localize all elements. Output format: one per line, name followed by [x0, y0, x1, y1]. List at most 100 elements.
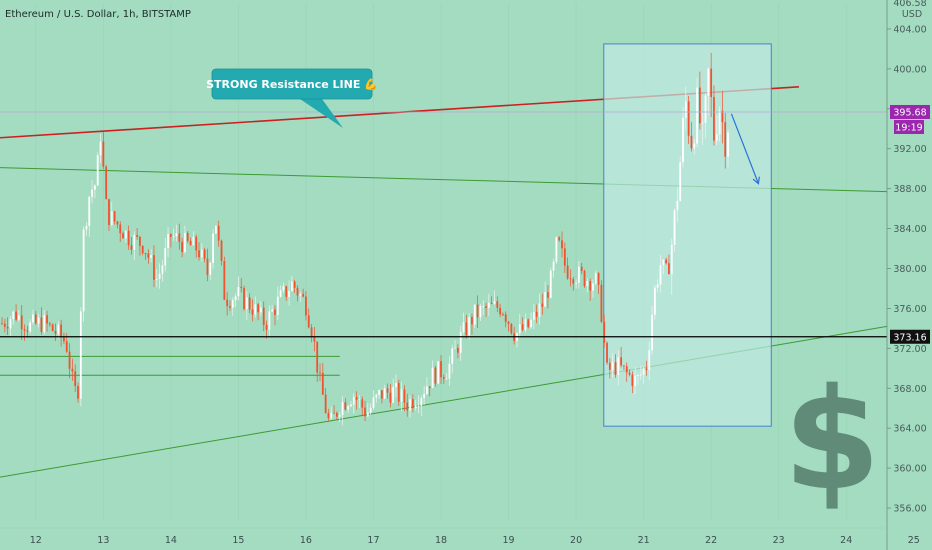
candles — [1, 52, 729, 426]
candle-body — [634, 375, 637, 387]
candle-body — [544, 292, 547, 307]
level-badge — [890, 329, 930, 344]
candle-body — [561, 240, 563, 249]
candle-body — [355, 396, 358, 400]
dollar-sign-icon: $ — [783, 359, 880, 522]
candle-body — [541, 303, 544, 307]
y-tick-label: 392.00 — [893, 144, 926, 155]
candle-body — [296, 287, 299, 296]
candle-body — [102, 141, 105, 167]
candle-body — [547, 292, 549, 298]
candle-body — [186, 232, 189, 241]
candle-body — [400, 389, 403, 402]
x-tick-label: 18 — [435, 535, 447, 546]
candle-body — [538, 303, 541, 317]
candle-body — [65, 341, 68, 352]
candle-body — [589, 281, 592, 291]
candle-body — [150, 255, 153, 258]
candle-body — [341, 402, 344, 415]
candle-body — [673, 210, 676, 245]
candle-body — [338, 414, 341, 417]
candle-body — [60, 324, 63, 338]
candle-body — [369, 407, 372, 413]
candle-body — [206, 258, 209, 275]
candle-body — [490, 302, 493, 304]
candle-body — [23, 329, 26, 331]
chart-title: Ethereum / U.S. Dollar, 1h, BITSTAMP — [5, 9, 191, 20]
candle-body — [330, 412, 333, 419]
candle-body — [372, 397, 375, 408]
candle-body — [392, 386, 395, 403]
candle-body — [710, 68, 713, 97]
candle-body — [130, 245, 133, 250]
candle-body — [701, 122, 704, 124]
candle-body — [153, 255, 155, 280]
candle-body — [499, 307, 502, 315]
x-tick-label: 17 — [367, 535, 379, 546]
candle-body — [471, 317, 473, 325]
candle-body — [251, 309, 254, 315]
candle-body — [510, 323, 513, 334]
annotation-layer: STRONG Resistance LINE 💪 $ — [206, 68, 881, 522]
candle-body — [141, 245, 144, 254]
candle-body — [119, 224, 122, 234]
candle-body — [482, 306, 485, 307]
y-tick-label: 388.00 — [893, 184, 926, 195]
candle-body — [423, 393, 426, 398]
candle-body — [555, 237, 558, 262]
candle-body — [507, 321, 510, 324]
candle-body — [313, 337, 316, 342]
candle-body — [684, 101, 687, 118]
candle-body — [656, 284, 659, 288]
candle-body — [549, 270, 552, 298]
candle-body — [378, 390, 381, 395]
x-tick-label: 16 — [300, 535, 312, 546]
x-tick-label: 21 — [638, 535, 650, 546]
candle-body — [575, 282, 577, 284]
candle-body — [659, 265, 662, 285]
candle-body — [265, 324, 268, 330]
candle-body — [676, 200, 679, 211]
candle-body — [147, 253, 150, 258]
candle-body — [226, 299, 229, 307]
candle-body — [110, 211, 113, 225]
candle-body — [631, 374, 634, 387]
candle-body — [713, 96, 715, 141]
candle-body — [248, 297, 251, 310]
candle-body — [299, 294, 302, 296]
candle-body — [527, 319, 530, 328]
candle-body — [459, 332, 462, 353]
candle-body — [530, 319, 532, 328]
candle-body — [670, 244, 673, 275]
candle-body — [620, 357, 623, 366]
candle-body — [268, 311, 271, 330]
callout-text: STRONG Resistance LINE 💪 — [206, 78, 378, 91]
candle-body — [37, 317, 40, 324]
candle-body — [347, 406, 350, 410]
candle-body — [715, 134, 718, 141]
candle-body — [375, 394, 378, 398]
candle-body — [628, 372, 631, 375]
candle-body — [352, 396, 355, 405]
candle-body — [105, 166, 108, 200]
candle-body — [693, 143, 696, 149]
candle-body — [600, 284, 603, 322]
candle-body — [445, 378, 448, 380]
candle-body — [262, 307, 265, 325]
level-lines — [0, 111, 887, 338]
projection-arrow — [730, 113, 759, 184]
candle-body — [592, 283, 594, 291]
candle-body — [302, 294, 305, 297]
candle-body — [333, 412, 335, 414]
candle-body — [212, 233, 214, 263]
candle-body — [54, 330, 57, 334]
candle-body — [668, 263, 670, 275]
candle-body — [690, 135, 693, 149]
candle-body — [485, 306, 487, 309]
candle-body — [282, 286, 285, 291]
candle-body — [237, 286, 240, 297]
candle-body — [77, 386, 79, 399]
candle-body — [386, 388, 389, 393]
